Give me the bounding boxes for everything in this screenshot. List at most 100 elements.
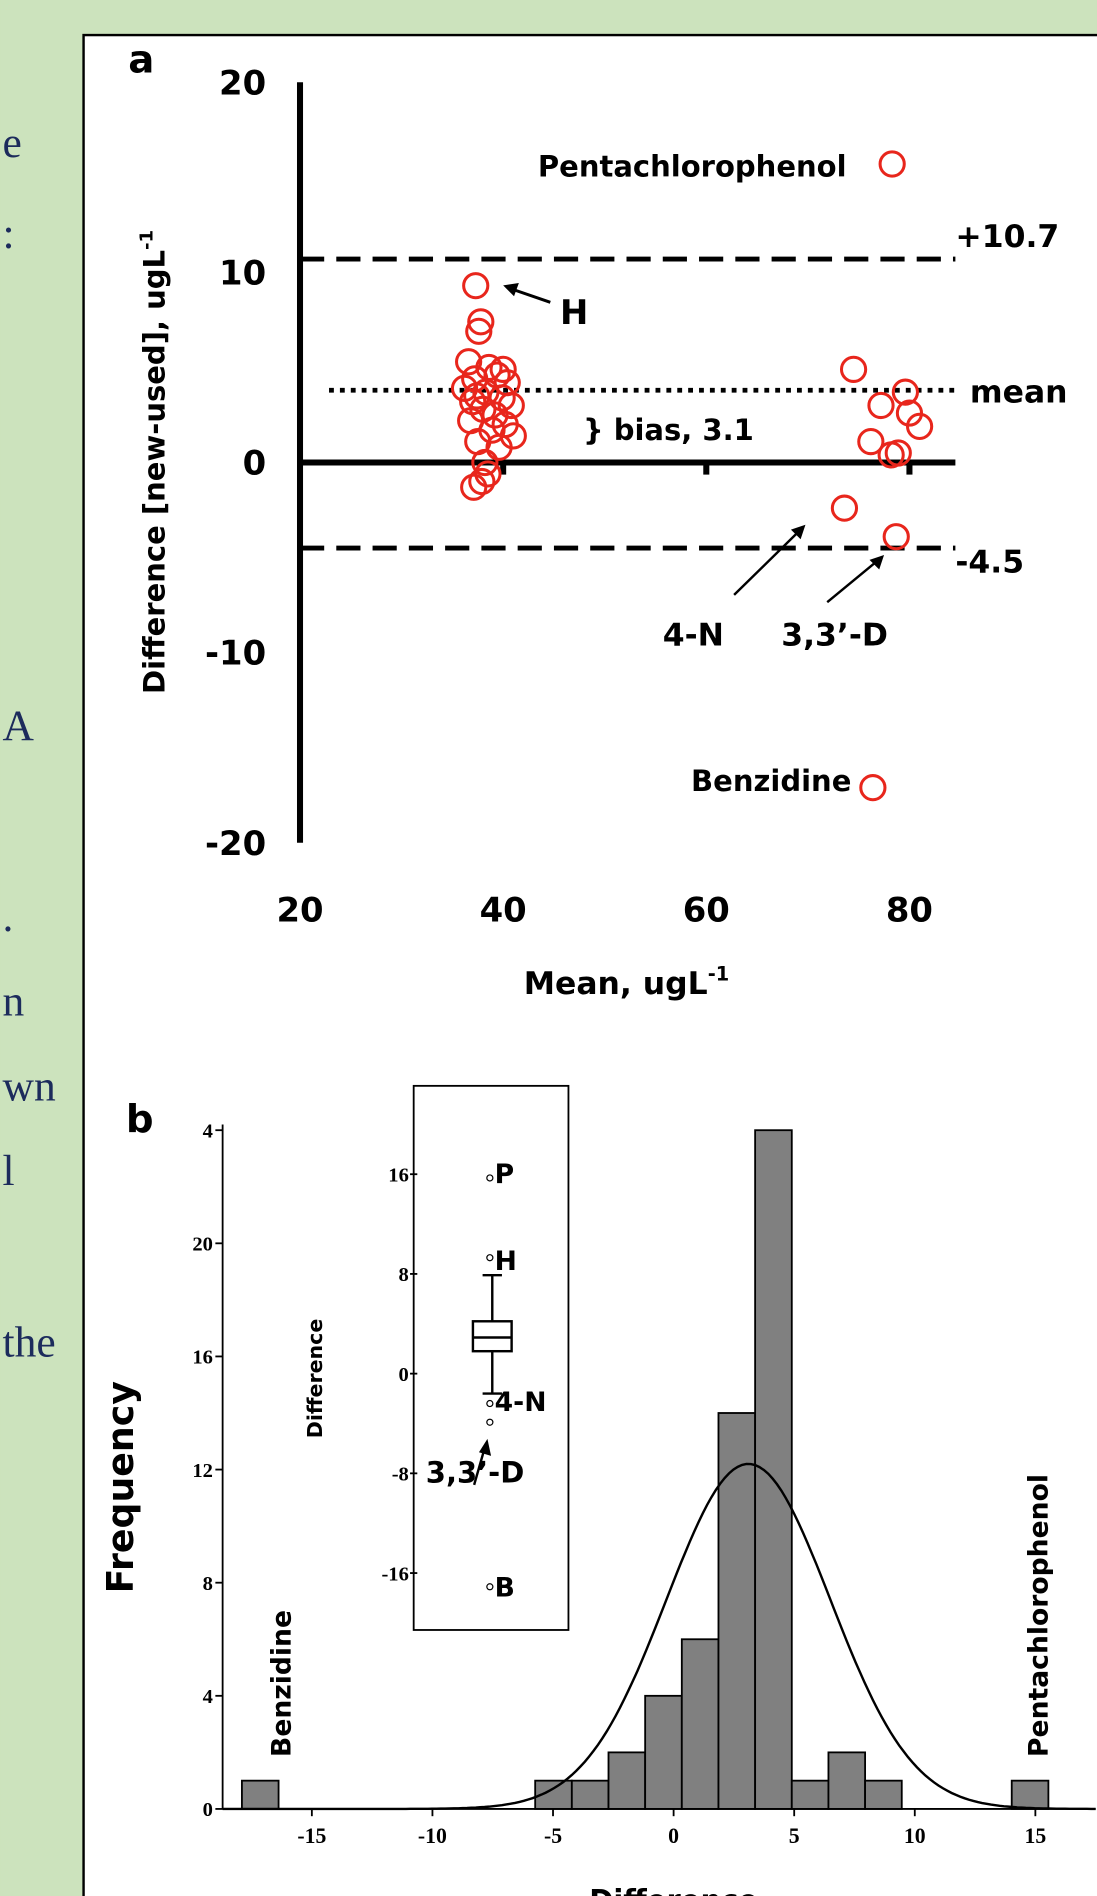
bias-label: } bias, 3.1 xyxy=(583,413,754,447)
bar xyxy=(827,1751,867,1810)
point xyxy=(455,348,483,376)
point xyxy=(471,448,499,477)
point xyxy=(497,391,525,420)
y-tick-label: -10 xyxy=(205,634,266,673)
y-tick-label: 16 xyxy=(388,1164,409,1186)
x-tick-label: 60 xyxy=(683,890,730,929)
side-text: . xyxy=(3,893,14,941)
x-axis-label: Mean, ugL-1 xyxy=(524,963,729,1002)
annotation: Benzidine xyxy=(691,764,851,798)
point xyxy=(878,150,906,178)
x-tick-label: -10 xyxy=(418,1824,447,1848)
arrowhead xyxy=(869,555,885,570)
x-tick-label: 10 xyxy=(904,1824,926,1848)
point xyxy=(839,355,868,383)
point xyxy=(857,427,885,456)
y-tick-label: -20 xyxy=(205,824,266,863)
y-axis-label-text: Difference [new-used], ugL xyxy=(138,250,172,694)
annotation: Benzidine xyxy=(266,1610,297,1757)
y-axis-label: Difference xyxy=(303,1319,327,1438)
y-tick-label: -8 xyxy=(392,1464,409,1486)
outlier-label: P xyxy=(495,1159,515,1190)
outlier-label: H xyxy=(495,1246,517,1277)
bar xyxy=(864,1779,903,1810)
point xyxy=(489,355,517,383)
y-tick-label: 8 xyxy=(399,1264,409,1286)
point xyxy=(462,272,490,300)
arrow xyxy=(733,531,800,596)
y-axis-label: Frequency xyxy=(99,1381,142,1593)
bar xyxy=(1010,1779,1050,1810)
y-tick-label: 20 xyxy=(219,63,266,102)
panel-label: a xyxy=(128,38,154,83)
y-tick-label: 8 xyxy=(203,1573,213,1595)
outlier xyxy=(486,1583,494,1591)
point xyxy=(891,378,919,406)
point xyxy=(468,467,496,496)
bar xyxy=(570,1779,610,1810)
outlier xyxy=(486,1254,494,1262)
point xyxy=(905,412,934,440)
arrow xyxy=(826,561,877,604)
x-axis-label-text: Mean, ugL xyxy=(524,966,708,1002)
y-axis-label: Difference [new-used], ugL-1 xyxy=(136,230,171,694)
point xyxy=(463,382,491,410)
bar xyxy=(717,1412,757,1810)
annotation: Pentachlorophenol xyxy=(1023,1474,1054,1757)
bar xyxy=(790,1779,830,1810)
x-tick-label: 5 xyxy=(789,1824,800,1848)
y-tick-label: 4 xyxy=(203,1120,213,1142)
outlier-label: 3,3’-D xyxy=(426,1456,525,1490)
outlier xyxy=(486,1418,494,1426)
y-tick-label: 20 xyxy=(192,1234,213,1256)
annotation: 3,3’-D xyxy=(781,618,888,654)
bar xyxy=(754,1129,793,1810)
x-tick-label: 40 xyxy=(480,890,527,929)
point xyxy=(884,439,912,467)
y-axis-label-sup: -1 xyxy=(136,230,157,250)
box xyxy=(471,1320,513,1353)
y-tick-label: -16 xyxy=(381,1563,408,1585)
bar xyxy=(680,1638,720,1810)
y-tick-label: 0 xyxy=(203,1799,213,1821)
y-tick-label: 12 xyxy=(192,1460,213,1482)
outlier-label: 4-N xyxy=(495,1387,547,1418)
y-tick-label: 4 xyxy=(203,1686,213,1708)
reference-label: +10.7 xyxy=(955,219,1059,255)
y-tick-label: 0 xyxy=(243,444,267,483)
panel-label: b xyxy=(126,1097,154,1142)
figure-frame xyxy=(82,33,1097,1896)
point xyxy=(465,317,493,345)
annotation: 4-N xyxy=(663,618,724,654)
outlier xyxy=(486,1399,494,1408)
x-tick-label: 80 xyxy=(886,890,933,929)
point xyxy=(867,391,895,420)
side-text: the xyxy=(3,1319,56,1367)
side-text: l xyxy=(3,1147,15,1195)
point xyxy=(830,494,859,522)
point xyxy=(859,774,887,802)
side-text: e xyxy=(3,119,22,167)
annotation: Pentachlorophenol xyxy=(538,150,847,184)
x-tick-label: -15 xyxy=(297,1824,326,1848)
reference-label: -4.5 xyxy=(955,544,1024,580)
arrow xyxy=(472,1450,485,1486)
arrow xyxy=(511,287,551,304)
side-text: A xyxy=(3,702,35,750)
y-tick-label: 10 xyxy=(219,253,266,292)
normal-curve xyxy=(222,1462,1096,1811)
point xyxy=(460,473,488,501)
x-tick-label: 20 xyxy=(276,890,323,929)
side-text: : xyxy=(3,210,15,258)
side-text: wn xyxy=(3,1062,56,1110)
x-axis-label: Difference xyxy=(589,1884,758,1896)
point xyxy=(467,308,495,336)
x-tick-label: -5 xyxy=(544,1824,562,1848)
reference-label: mean xyxy=(970,374,1068,410)
arrowhead xyxy=(790,524,806,540)
arrowhead xyxy=(478,1438,492,1456)
bar xyxy=(607,1751,647,1810)
bar xyxy=(241,1779,280,1810)
y-tick-label: 16 xyxy=(192,1347,213,1369)
